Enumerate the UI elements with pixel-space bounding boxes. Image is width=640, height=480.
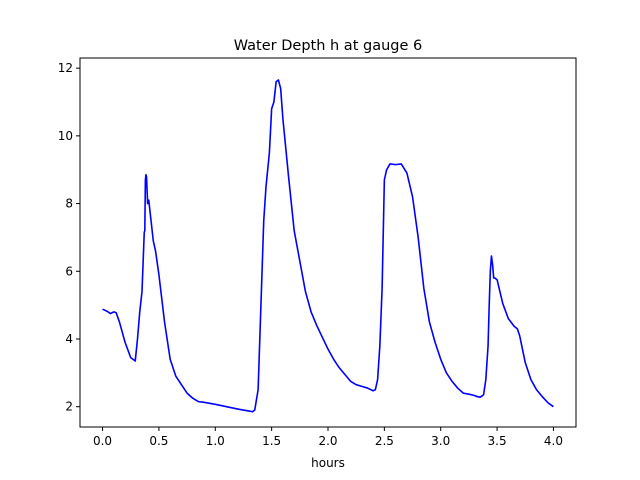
series-layer: [102, 79, 554, 413]
y-tick-label: 2: [65, 400, 73, 414]
chart-title: Water Depth h at gauge 6: [234, 38, 422, 54]
x-axis-label: hours: [311, 456, 345, 470]
y-tick-label: 8: [65, 197, 73, 211]
plot-frame: [79, 57, 577, 428]
x-tick-label: 3.5: [488, 434, 507, 448]
x-axis-ticks: 0.0 0.5 1.0 1.5 2.0 2.5 3.0 3.5 4.0: [93, 427, 563, 448]
y-tick-label: 12: [58, 61, 73, 75]
x-tick-label: 1.0: [206, 434, 225, 448]
x-tick-label: 0.5: [149, 434, 168, 448]
x-tick-label: 4.0: [544, 434, 563, 448]
x-tick-label: 0.0: [93, 434, 112, 448]
x-tick-label: 2.5: [375, 434, 394, 448]
x-tick-label: 3.0: [431, 434, 450, 448]
y-axis-ticks: 2 4 6 8 10 12: [58, 61, 80, 414]
y-tick-label: 10: [58, 129, 73, 143]
series-line-0: [102, 79, 554, 413]
x-tick-label: 2.0: [318, 434, 337, 448]
y-tick-label: 6: [65, 264, 73, 278]
y-tick-label: 4: [65, 332, 73, 346]
x-tick-label: 1.5: [262, 434, 281, 448]
